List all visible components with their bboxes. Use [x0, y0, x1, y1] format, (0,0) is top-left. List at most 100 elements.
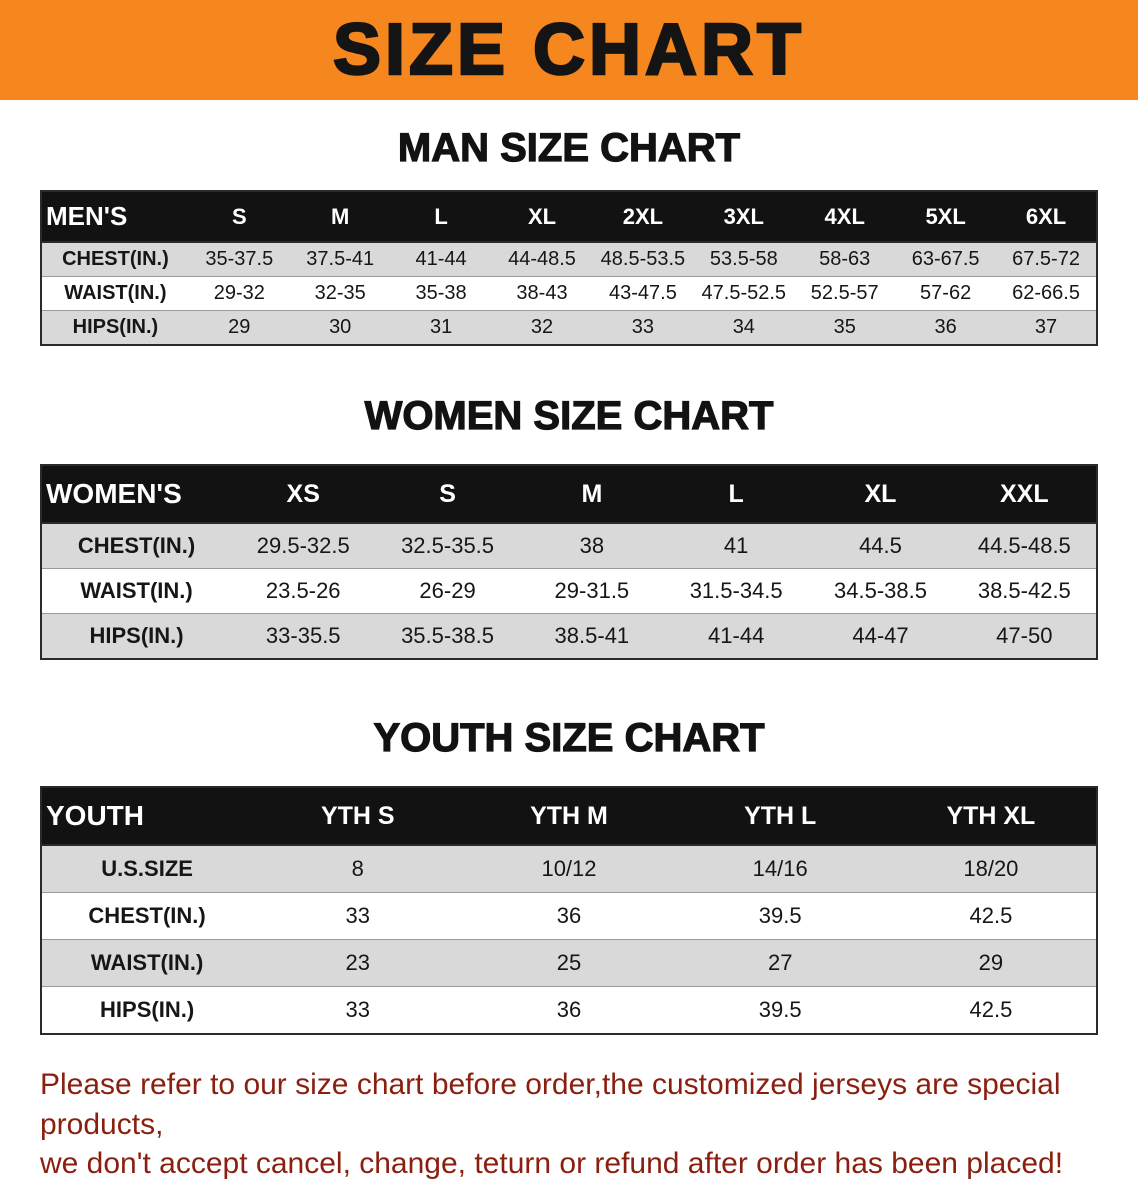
table-row: CHEST(IN.) 33 36 39.5 42.5 [41, 892, 1097, 940]
women-table-header-row: WOMEN'S XS S M L XL XXL [41, 465, 1097, 523]
value-cell: 63-67.5 [911, 248, 980, 270]
value-cell: 52.5-57 [810, 282, 879, 304]
men-table-title-cell: MEN'S [46, 201, 128, 231]
value-cell: 47.5-52.5 [701, 282, 787, 304]
women-size-header-cell: XL [864, 479, 897, 508]
row-label-cell: HIPS(IN.) [72, 316, 159, 338]
youth-size-chart-section: YOUTH SIZE CHART YOUTH YTH S YTH M YTH L YTH … [0, 715, 1138, 1035]
women-size-chart-section: WOMEN SIZE CHART WOMEN'S XS S M L XL XXL CHEST(I… [0, 393, 1138, 660]
table-row: HIPS(IN.) 33-35.5 35.5-38.5 38.5-41 41-44 44-… [41, 613, 1097, 659]
value-cell: 38.5-41 [554, 623, 630, 648]
value-cell: 42.5 [969, 903, 1013, 928]
value-cell: 33 [345, 903, 371, 928]
row-label-cell: U.S.SIZE [101, 856, 193, 881]
value-cell: 67.5-72 [1012, 248, 1080, 270]
value-cell: 57-62 [920, 282, 972, 304]
value-cell: 26-29 [419, 578, 476, 603]
women-size-header-cell: XS [286, 479, 320, 508]
row-label-cell: HIPS(IN.) [89, 623, 184, 648]
women-table-title-cell: WOMEN'S [46, 478, 182, 509]
value-cell: 33-35.5 [265, 623, 341, 648]
men-section-heading: MAN SIZE CHART [397, 125, 741, 170]
youth-table-title-cell: YOUTH [46, 800, 144, 831]
value-cell: 36 [934, 316, 957, 338]
row-label-cell: WAIST(IN.) [64, 282, 167, 304]
value-cell: 23.5-26 [265, 578, 341, 603]
value-cell: 31.5-34.5 [689, 578, 783, 603]
row-label-cell: WAIST(IN.) [80, 578, 193, 603]
value-cell: 29-32 [213, 282, 265, 304]
value-cell: 41-44 [708, 623, 765, 648]
value-cell: 35 [833, 316, 856, 338]
value-cell: 33 [631, 316, 655, 338]
value-cell: 44-48.5 [508, 248, 576, 270]
value-cell: 34.5-38.5 [834, 578, 927, 603]
men-size-header-cell: 3XL [723, 203, 764, 229]
sections: MAN SIZE CHART MEN'S S M L XL 2XL 3XL 4XL 5XL 6XL C… [0, 125, 1138, 1035]
value-cell: 43-47.5 [608, 282, 677, 304]
youth-table-header-row: YOUTH YTH S YTH M YTH L YTH XL [41, 787, 1097, 845]
value-cell: 41 [723, 533, 749, 558]
youth-size-header-cell: YTH L [744, 801, 817, 830]
value-cell: 25 [556, 950, 582, 975]
value-cell: 8 [351, 856, 364, 881]
value-cell: 32-35 [314, 282, 366, 304]
value-cell: 32.5-35.5 [401, 533, 495, 558]
value-cell: 23 [345, 950, 371, 975]
row-label-cell: CHEST(IN.) [88, 903, 206, 928]
value-cell: 35-37.5 [205, 248, 274, 270]
youth-size-header-cell: YTH M [530, 801, 608, 830]
value-cell: 38 [579, 533, 605, 558]
men-size-header-cell: 5XL [925, 203, 966, 229]
footer-notice: Please refer to our size chart before or… [40, 1065, 1110, 1184]
value-cell: 27 [767, 950, 793, 975]
value-cell: 42.5 [969, 997, 1013, 1022]
women-size-header-cell: XXL [1000, 479, 1049, 508]
men-size-header-cell: 4XL [824, 203, 865, 229]
youth-size-header-cell: YTH S [320, 801, 395, 830]
value-cell: 39.5 [758, 903, 802, 928]
men-size-header-cell: XL [527, 203, 557, 229]
row-label-cell: CHEST(IN.) [62, 248, 169, 270]
women-size-header-cell: M [581, 479, 603, 508]
youth-size-header-cell: YTH XL [946, 801, 1036, 830]
value-cell: 35.5-38.5 [401, 623, 495, 648]
men-size-header-cell: S [231, 203, 247, 229]
men-size-header-cell: M [331, 203, 350, 229]
value-cell: 36 [556, 903, 582, 928]
men-size-header-cell: L [434, 203, 448, 229]
table-row: WAIST(IN.) 23 25 27 29 [41, 939, 1097, 987]
value-cell: 62-66.5 [1012, 282, 1080, 304]
value-cell: 34 [732, 316, 755, 338]
women-size-header-cell: L [728, 479, 744, 508]
notice-line-2: we don't accept cancel, change, teturn o… [40, 1147, 1064, 1181]
value-cell: 39.5 [758, 997, 802, 1022]
men-size-header-cell: 2XL [622, 203, 664, 229]
value-cell: 47-50 [996, 623, 1053, 648]
youth-section-heading: YOUTH SIZE CHART [373, 715, 765, 760]
value-cell: 58-63 [819, 248, 871, 270]
women-section-heading: WOMEN SIZE CHART [364, 393, 774, 438]
page-title: SIZE CHART [332, 10, 805, 90]
value-cell: 29 [978, 950, 1004, 975]
table-row: WAIST(IN.) 29-32 32-35 35-38 38-43 43-47.5 47.… [41, 276, 1097, 311]
value-cell: 44.5 [859, 533, 902, 558]
table-row: HIPS(IN.) 33 36 39.5 42.5 [41, 986, 1097, 1034]
value-cell: 38-43 [516, 282, 568, 304]
value-cell: 41-44 [415, 248, 467, 270]
table-row: CHEST(IN.) 35-37.5 37.5-41 41-44 44-48.5 48.5… [41, 242, 1097, 277]
men-size-header-cell: 6XL [1025, 203, 1067, 229]
value-cell: 18/20 [963, 856, 1019, 881]
men-table-header-row: MEN'S S M L XL 2XL 3XL 4XL 5XL 6XL [41, 191, 1097, 242]
value-cell: 33 [345, 997, 371, 1022]
value-cell: 38.5-42.5 [977, 578, 1071, 603]
value-cell: 29.5-32.5 [256, 533, 350, 558]
table-row: WAIST(IN.) 23.5-26 26-29 29-31.5 31.5-34.5 34… [41, 568, 1097, 614]
value-cell: 44-47 [852, 623, 909, 648]
value-cell: 30 [329, 316, 352, 338]
women-size-header-cell: S [439, 479, 456, 508]
value-cell: 36 [556, 997, 582, 1022]
table-row: U.S.SIZE 8 10/12 14/16 18/20 [41, 845, 1097, 893]
value-cell: 14/16 [752, 856, 808, 881]
